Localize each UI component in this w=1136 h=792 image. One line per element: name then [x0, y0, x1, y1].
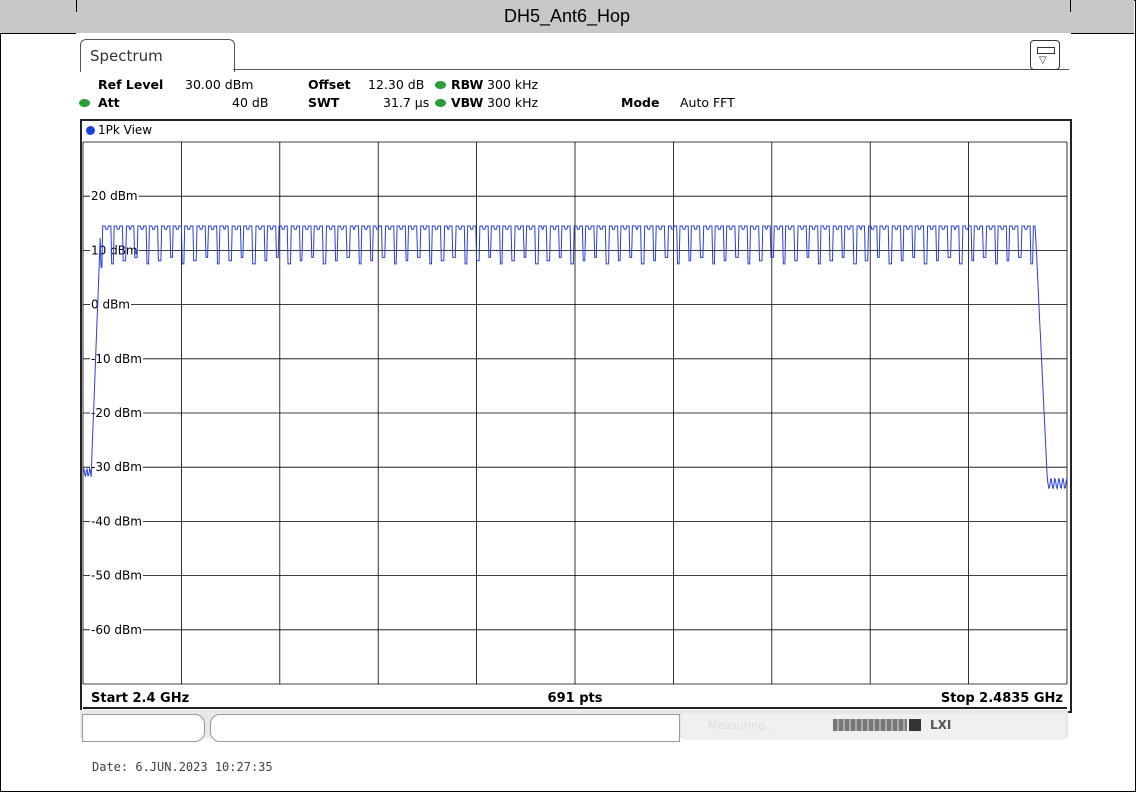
vbw-status-dot: [435, 99, 446, 107]
swt-value: 31.7 µs: [383, 95, 430, 110]
y-tick-label: 10 dBm: [91, 243, 138, 257]
tab-spectrum[interactable]: Spectrum: [80, 39, 235, 72]
ref-level-label: Ref Level: [98, 77, 164, 92]
rbw-label: RBW: [451, 77, 484, 92]
y-tick-label-bg: [90, 189, 139, 204]
swt-label: SWT: [308, 95, 340, 110]
measurement-progress-end: [909, 719, 921, 731]
title-divider-right: [1070, 0, 1071, 12]
offset-value: 12.30 dB: [368, 77, 425, 92]
y-tick-label-bg: [90, 568, 143, 583]
rbw-status-dot: [435, 81, 446, 89]
y-tick-label-bg: [90, 351, 143, 366]
vbw-label: VBW: [451, 95, 484, 110]
y-tick-label-bg: [90, 406, 143, 420]
title-divider-left: [76, 0, 77, 12]
spectrum-trace: [82, 225, 1068, 491]
y-tick-label-bg: [90, 297, 131, 312]
y-tick-label: 0 dBm: [91, 298, 130, 312]
date-stamp: Date: 6.JUN.2023 10:27:35: [92, 760, 273, 774]
att-status-dot: [79, 99, 90, 107]
tab-spectrum-label: Spectrum: [90, 47, 163, 65]
y-tick-label: -40 dBm: [91, 514, 142, 528]
tab-underline: [233, 69, 1069, 70]
chevron-down-icon: ▽: [1039, 55, 1047, 66]
rbw-value: 300 kHz: [487, 77, 539, 92]
measurement-settings: Ref Level 30.00 dBm Offset 12.30 dB RBW …: [76, 77, 1071, 117]
menu-button[interactable]: ▽: [1030, 40, 1060, 70]
y-tick-label: 20 dBm: [91, 189, 138, 203]
lxi-icon: LXI: [930, 718, 952, 732]
status-field-2: [210, 714, 680, 742]
att-label: Att: [98, 95, 120, 110]
status-field-1: [82, 714, 205, 742]
y-tick-label-bg: [90, 460, 143, 475]
title-bar: DH5_Ant6_Hop: [0, 0, 1134, 34]
y-tick-label: -10 dBm: [91, 352, 142, 366]
y-tick-label-bg: [90, 622, 143, 637]
y-tick-label: -60 dBm: [91, 623, 142, 637]
trace-indicator-icon: [86, 126, 95, 135]
y-tick-label-bg: [90, 514, 143, 529]
start-frequency-label: Start 2.4 GHz: [91, 691, 189, 706]
mode-value: Auto FFT: [680, 95, 735, 110]
offset-label: Offset: [308, 77, 351, 92]
att-value: 40 dB: [232, 95, 269, 110]
ref-level-value: 30.00 dBm: [185, 77, 254, 92]
spectrum-chart: 20 dBm 10 dBm 0 dBm -10 dBm -20 dBm -30 dBm -4…: [82, 141, 1068, 709]
vbw-value: 300 kHz: [487, 95, 539, 110]
trace-window: [80, 119, 1072, 713]
page-title: DH5_Ant6_Hop: [503, 6, 631, 26]
y-tick-label: -30 dBm: [91, 460, 142, 474]
y-tick-label: -20 dBm: [91, 406, 142, 420]
stop-frequency-label: Stop 2.4835 GHz: [941, 691, 1063, 706]
menu-icon: [1037, 47, 1055, 54]
trace-view-text: 1Pk View: [98, 123, 153, 137]
sweep-points-label: 691 pts: [548, 691, 603, 706]
trace-view-label: 1Pk View: [86, 123, 152, 137]
y-tick-label: -50 dBm: [91, 569, 142, 583]
measurement-progress-bar: [833, 719, 907, 731]
mode-label: Mode: [621, 95, 660, 110]
spectrum-analyzer-screen: Spectrum ▽ Ref Level 30.00 dBm Offset 12…: [76, 33, 1072, 744]
measuring-status: Measuring...: [708, 719, 776, 732]
